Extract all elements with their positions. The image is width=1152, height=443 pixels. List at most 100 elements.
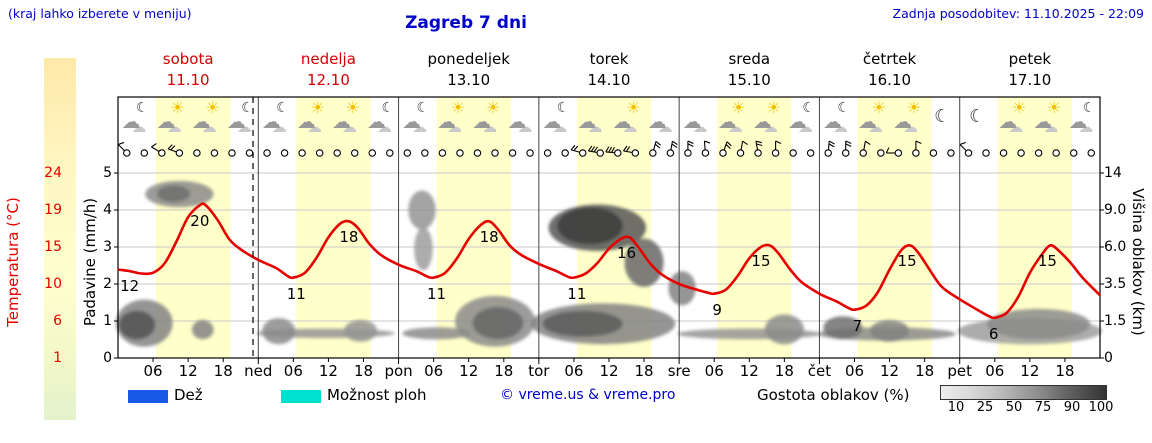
wind-calm-icon	[140, 149, 149, 157]
daylight-band	[717, 97, 792, 358]
cloud-icon: ☁	[472, 111, 492, 133]
x-axis-hour-label: 18	[213, 362, 233, 380]
day-date-label: 14.10	[587, 71, 631, 89]
cloud-icon: ☁	[692, 118, 708, 136]
wind-calm-icon	[403, 149, 412, 157]
day-name-label: ponedeljek	[427, 50, 510, 68]
x-axis-hour-label: 06	[844, 362, 865, 380]
wind-calm-icon	[789, 149, 797, 157]
sun-icon: ☀	[485, 98, 501, 117]
sun-icon: ☀	[170, 98, 185, 117]
temp-axis-tick: 10	[44, 276, 62, 292]
wind-barb-icon	[754, 140, 763, 157]
x-axis-hour-label: 18	[915, 362, 935, 380]
x-axis-day-label: sre	[667, 362, 691, 380]
cloud-icon: ☁	[752, 111, 772, 133]
rain-legend-label: Dež	[174, 386, 203, 404]
density-tick-label: 10	[947, 400, 965, 415]
x-axis-hour-label: 12	[599, 362, 619, 380]
day-date-label: 11.10	[166, 71, 210, 89]
wind-barb-icon	[719, 141, 732, 157]
wind-calm-icon	[491, 149, 499, 157]
weather-icon-moon: ☾	[962, 103, 992, 130]
cloud-icon: ☁	[507, 111, 527, 133]
cloud-icon: ☁	[331, 111, 351, 133]
weather-icon-sun-cloud: ☀ ☁ ☁	[1032, 100, 1062, 135]
x-axis-hour-label: 06	[283, 362, 303, 380]
showers-legend-label: Možnost ploh	[327, 386, 427, 404]
wind-barb-icon	[570, 144, 587, 157]
weather-icon-cloud: ☁ ☁	[576, 103, 606, 135]
cloud-blob	[986, 308, 1091, 340]
x-axis-hour-label: 12	[318, 362, 338, 380]
day-name-label: petek	[1008, 50, 1052, 68]
cloud-icon: ☁	[622, 118, 638, 136]
wind-calm-icon	[456, 149, 464, 157]
x-axis-hour-label: 12	[459, 362, 479, 380]
moon-icon: ☾	[556, 100, 570, 116]
cloud-icon: ☁	[903, 118, 919, 136]
temp-value-label: 15	[751, 252, 771, 271]
cloud-icon: ☁	[787, 111, 807, 133]
wind-barb-icon	[912, 140, 922, 157]
wind-calm-icon	[193, 149, 201, 157]
cloud-blob	[557, 207, 623, 245]
day-date-label: 17.10	[1008, 71, 1052, 89]
cloud-icon: ☁	[236, 118, 252, 136]
cloud-blob	[156, 185, 191, 203]
sun-icon: ☀	[1011, 98, 1027, 117]
cloud-icon: ☁	[647, 111, 667, 133]
weather-icon-moon-cloud: ☾ ☁ ☁	[541, 100, 571, 135]
cloud-height-axis-tick: 6.0	[1104, 239, 1127, 255]
cloud-icon: ☁	[657, 118, 673, 136]
x-axis-day-label: pon	[384, 362, 413, 380]
cloud-blob	[262, 318, 296, 345]
temp-value-label: 15	[897, 252, 917, 271]
weather-icon-moon-cloud: ☾ ☁ ☁	[401, 100, 431, 135]
cloud-icon: ☁	[131, 118, 147, 136]
moon-icon: ☾	[837, 100, 850, 116]
cloud-icon: ☁	[858, 111, 878, 133]
cloud-blob	[624, 238, 664, 287]
last-update-label: Zadnja posodobitev: 11.10.2025 - 22:09	[892, 6, 1144, 21]
credit-link[interactable]: © vreme.us & vreme.pro	[500, 387, 676, 403]
moon-icon: ☾	[802, 100, 815, 116]
weather-icon-moon: ☾	[927, 103, 957, 130]
wind-calm-icon	[350, 149, 359, 157]
x-axis-hour-label: 18	[353, 362, 374, 380]
cloud-icon: ☁	[261, 111, 281, 133]
wind-calm-icon	[386, 149, 394, 157]
temp-value-label: 11	[286, 284, 306, 303]
cloud-icon: ☁	[1043, 118, 1059, 136]
cloud-icon: ☁	[832, 118, 848, 136]
cloud-icon: ☁	[612, 111, 632, 133]
density-tick-label: 75	[1034, 400, 1052, 415]
wind-calm-icon	[1034, 149, 1043, 157]
wind-calm-icon	[228, 149, 236, 157]
location-hint: (kraj lahko izberete v meniju)	[8, 6, 192, 21]
weather-icon-cloud: ☁ ☁	[647, 103, 677, 135]
wind-calm-icon	[438, 149, 447, 157]
cloud-icon: ☁	[893, 111, 913, 133]
x-axis-hour-label: 18	[634, 362, 654, 380]
day-date-label: 12.10	[306, 71, 350, 89]
weather-icon-sun-cloud: ☀ ☁ ☁	[997, 98, 1027, 135]
cloud-blob	[870, 320, 910, 342]
wind-barb-icon	[771, 140, 782, 157]
temp-value-label: 20	[190, 212, 210, 231]
wind-calm-icon	[982, 149, 990, 157]
wind-calm-icon	[298, 149, 306, 157]
cloud-icon: ☁	[1033, 111, 1053, 133]
cloud-blob	[343, 320, 378, 342]
temp-value-label: 9	[712, 300, 722, 319]
cloud-blob	[764, 314, 804, 345]
wind-barb-icon	[859, 140, 871, 157]
cloud-blob	[402, 327, 471, 340]
temp-value-label: 12	[120, 276, 140, 295]
weather-icon-sun-cloud: ☀ ☁ ☁	[892, 100, 922, 135]
moon-icon: ☾	[416, 100, 430, 116]
cloud-height-axis-tick: 14	[1104, 165, 1122, 181]
cloud-icon: ☁	[482, 118, 498, 136]
precip-axis-title: Padavine (mm/h)	[81, 197, 99, 327]
